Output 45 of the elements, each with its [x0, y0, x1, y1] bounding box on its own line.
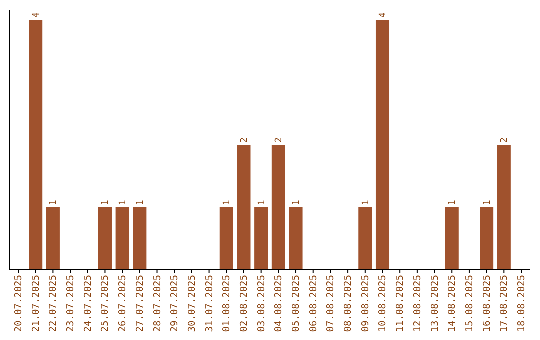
x-tick-label: 14.08.2025 — [447, 275, 458, 332]
x-tick-label: 27.07.2025 — [134, 275, 146, 332]
x-tick-label: 09.08.2025 — [360, 275, 372, 332]
x-tick-label: 02.08.2025 — [238, 275, 250, 332]
data-label: 1 — [448, 200, 458, 206]
x-tick-label: 07.08.2025 — [326, 275, 337, 332]
x-tick-label: 25.07.2025 — [100, 275, 112, 332]
data-label: 1 — [482, 200, 493, 206]
data-label: 1 — [49, 200, 60, 206]
x-tick-label: 21.07.2025 — [30, 275, 42, 332]
x-tick-label: 20.07.2025 — [14, 275, 24, 332]
data-label: 1 — [292, 200, 302, 206]
x-tick-label: 13.08.2025 — [430, 275, 441, 332]
x-tick-label: 31.07.2025 — [204, 275, 216, 332]
data-label: 1 — [101, 200, 112, 206]
x-tick-label: 16.08.2025 — [482, 275, 493, 332]
x-tick-label: 24.07.2025 — [82, 275, 94, 332]
data-label: 2 — [240, 138, 250, 143]
x-tick-label: 01.08.2025 — [222, 275, 233, 332]
data-label: 1 — [118, 200, 129, 206]
data-label: 2 — [274, 138, 285, 143]
x-tick-label: 28.07.2025 — [152, 275, 164, 332]
x-tick-label: 22.07.2025 — [48, 275, 60, 332]
x-tick-label: 08.08.2025 — [343, 275, 354, 332]
data-label: 1 — [257, 200, 268, 206]
x-tick-label: 29.07.2025 — [170, 275, 181, 332]
x-tick-label: 15.08.2025 — [464, 275, 476, 332]
x-tick-label: 10.08.2025 — [378, 275, 389, 332]
x-tick-label: 26.07.2025 — [118, 275, 129, 332]
x-tick-label: 06.08.2025 — [308, 275, 320, 332]
x-tick-label: 04.08.2025 — [274, 275, 285, 332]
data-label: 2 — [500, 138, 510, 143]
data-label: 1 — [222, 200, 233, 206]
x-tick-label: 05.08.2025 — [291, 275, 302, 332]
data-label: 4 — [378, 12, 389, 18]
data-label: 1 — [136, 200, 146, 206]
x-tick-label: 18.08.2025 — [516, 275, 528, 332]
data-label: 1 — [361, 200, 372, 206]
x-tick-label: 11.08.2025 — [395, 275, 406, 332]
x-tick-label: 03.08.2025 — [256, 275, 268, 332]
data-label: 4 — [32, 12, 42, 18]
x-tick-label: 12.08.2025 — [412, 275, 424, 332]
x-tick-label: 23.07.2025 — [66, 275, 77, 332]
x-tick-label: 17.08.2025 — [499, 275, 510, 332]
x-tick-label: 30.07.2025 — [186, 275, 198, 332]
